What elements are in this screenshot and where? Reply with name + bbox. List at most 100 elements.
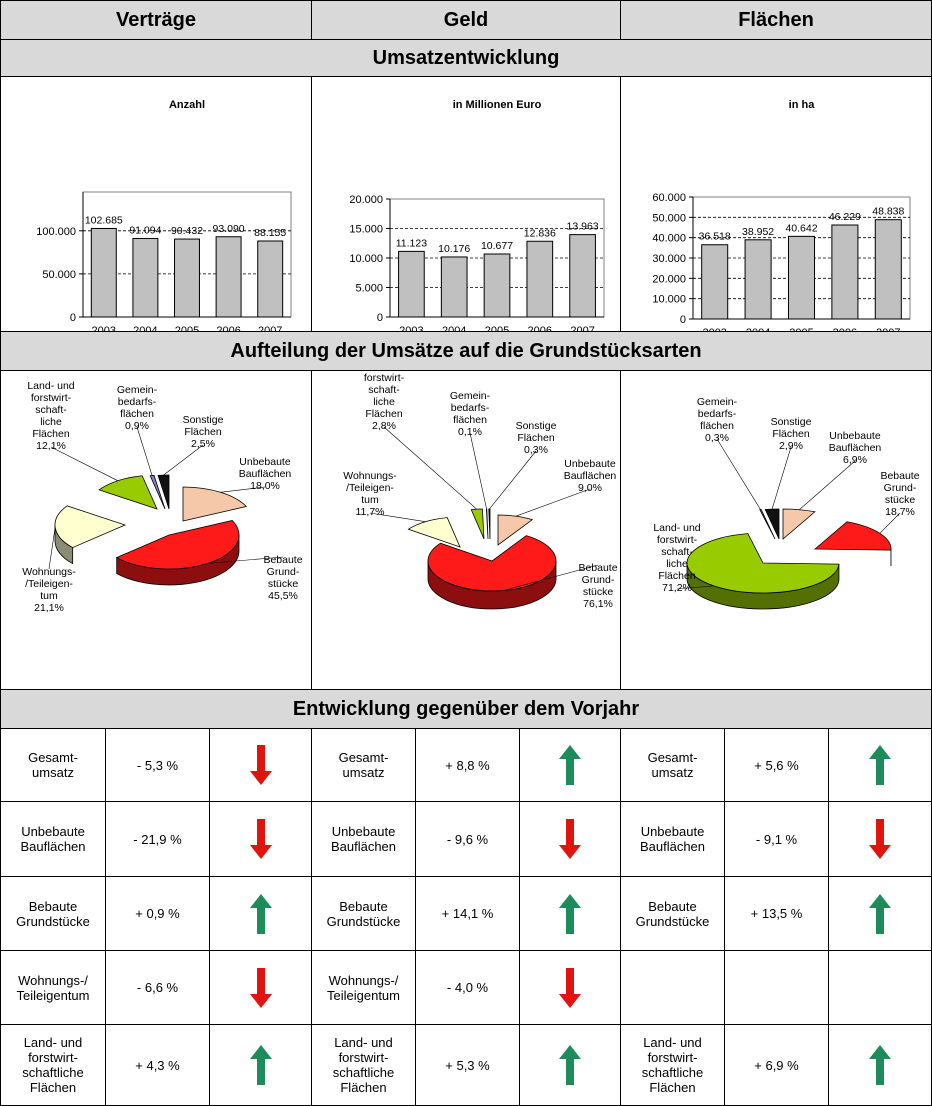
leader-line (771, 446, 792, 510)
data-label: 12.836 (524, 227, 556, 239)
trend-arrow-cell (828, 801, 932, 877)
change-value: - 5,3 % (105, 728, 210, 802)
trend-arrow-cell (209, 728, 312, 802)
change-value: + 6,9 % (724, 1024, 829, 1106)
change-value: + 13,5 % (724, 876, 829, 951)
row-label: Unbebaute Bauflächen (620, 801, 725, 877)
leader-line (879, 512, 901, 534)
arrow-up-icon (869, 893, 891, 934)
trend-arrow-cell (519, 1024, 621, 1106)
slice-unbebaute-bauflächen (782, 508, 816, 540)
slice-label: Bebaute Grund-stücke 76,1% (578, 562, 617, 610)
change-value: + 8,8 % (415, 728, 520, 802)
y-tick-label: 0 (377, 312, 383, 324)
pie-chart-vertraege: Unbebaute Bauflächen 18,0% Bebaute Grund-stü… (22, 380, 302, 614)
row-label: Land- und forstwirt- schaftliche Flächen (620, 1024, 725, 1106)
leader-line (515, 488, 591, 517)
trend-arrow-cell (209, 876, 312, 951)
column-header-vertraege: Verträge (0, 0, 312, 40)
bar-2003 (701, 244, 729, 320)
y-tick-label: 10.000 (349, 253, 383, 265)
trend-arrow-cell (828, 950, 932, 1025)
data-label: 91.094 (129, 224, 161, 236)
pie-chart-geld: Unbebaute Bauflächen 9,0% Bebaute Grund-stüc… (343, 360, 617, 610)
change-value: - 21,9 % (105, 801, 210, 877)
slice-label: Unbebaute Bauflächen 6,9% (829, 430, 882, 466)
slice-label: Bebaute Grund-stücke 18,7% (880, 470, 919, 518)
slice-label: Land- undforstwirt-schaft-licheFlächen2,… (360, 371, 407, 432)
slice-bebaute-grundstücke (427, 535, 557, 592)
trend-arrow-cell (209, 801, 312, 877)
row-label: Bebaute Grundstücke (0, 876, 106, 951)
change-value: + 14,1 % (415, 876, 520, 951)
leader-line (136, 426, 153, 476)
data-label: 46.229 (829, 211, 861, 223)
trend-arrow-cell (209, 950, 312, 1025)
data-label: 88.155 (254, 227, 286, 239)
slice-bebaute-grundstücke (115, 520, 240, 570)
leader-line (383, 426, 477, 510)
row-label: Land- und forstwirt- schaftliche Flächen (311, 1024, 416, 1106)
pie-chart-cell-flaechen: Unbebaute Bauflächen 6,9% Bebaute Grund-stüc… (620, 370, 932, 690)
change-value: - 6,6 % (105, 950, 210, 1025)
slice-label: Bebaute Grund-stücke 45,5% (263, 554, 302, 602)
leader-line (469, 432, 487, 510)
column-header-flaechen: Flächen (620, 0, 932, 40)
row-label: Bebaute Grundstücke (620, 876, 725, 951)
data-label: 40.642 (785, 222, 817, 234)
bar-2004 (132, 237, 159, 318)
leader-line (207, 556, 284, 564)
change-value: + 5,3 % (415, 1024, 520, 1106)
bar-2005 (174, 238, 200, 318)
change-value: - 4,0 % (415, 950, 520, 1025)
data-label: 13.963 (567, 221, 599, 233)
row-label: Wohnungs-/ Teileigentum (0, 950, 106, 1025)
y-tick-label: 30.000 (652, 253, 686, 265)
arrow-down-icon (559, 819, 581, 859)
bar-chart-geld: in Millionen Euro 0 5.000 10.000 15.000 20.00… (349, 99, 605, 360)
pie-chart-cell-vertraege: Unbebaute Bauflächen 18,0% Bebaute Grund-stü… (0, 370, 312, 690)
chart-title: in Millionen Euro (453, 99, 542, 111)
arrow-down-icon (869, 819, 891, 859)
column-header-geld: Geld (311, 0, 621, 40)
data-label: 38.952 (742, 226, 774, 238)
y-tick-label: 40.000 (652, 233, 686, 245)
y-tick-label: 20.000 (652, 273, 686, 285)
trend-arrow-cell (828, 1024, 932, 1106)
y-tick-label: 50.000 (652, 212, 686, 224)
bar-2005 (787, 235, 816, 320)
arrow-up-icon (559, 745, 581, 785)
trend-arrow-cell (519, 876, 621, 951)
slice-land-und-forstwirtschaftliche-flächen (470, 508, 485, 540)
y-tick-label: 100.000 (36, 226, 76, 238)
slice-land-und-forstwirtschaftliche-flächen (686, 533, 840, 594)
bar-chart-flaechen: in ha 0 10.000 20.000 30.000 40.000 50.000 60.0… (652, 99, 911, 362)
data-label: 90.432 (171, 225, 203, 237)
leader-line (220, 486, 266, 493)
change-value: - 9,1 % (724, 801, 829, 877)
leader-line (799, 460, 856, 510)
bar-2006 (215, 236, 242, 318)
trend-arrow-cell (828, 876, 932, 951)
row-label: Gesamt- umsatz (620, 728, 725, 802)
slice-unbebaute-bauflächen (182, 486, 248, 522)
row-label: Gesamt- umsatz (311, 728, 416, 802)
pie-tops (54, 474, 248, 570)
bar-2005 (483, 253, 511, 318)
slice-land-und-forstwirtschaftliche-flächen (98, 475, 158, 510)
bar-chart-cell-flaechen: in ha 0 10.000 20.000 30.000 40.000 50.000 60.0… (620, 76, 932, 362)
pie-chart-cell-geld: Unbebaute Bauflächen 9,0% Bebaute Grund-stüc… (311, 360, 621, 690)
data-label: 10.176 (438, 243, 470, 255)
data-label: 36.518 (699, 231, 731, 243)
slice-sonstige-flächen (764, 508, 780, 540)
slice-label: Wohnungs-/Teileigen-tum 11,7% (343, 470, 397, 518)
slice-wohnungs-teileigentum (407, 517, 461, 548)
bar-2003 (398, 250, 425, 318)
row-label: Unbebaute Bauflächen (0, 801, 106, 877)
row-label (620, 950, 725, 1025)
slice-gemeinbedarfsflächen (485, 508, 489, 540)
arrow-down-icon (249, 745, 272, 785)
arrow-down-icon (249, 967, 272, 1008)
arrow-up-icon (869, 745, 891, 785)
slice-bebaute-grundstücke (813, 521, 892, 551)
